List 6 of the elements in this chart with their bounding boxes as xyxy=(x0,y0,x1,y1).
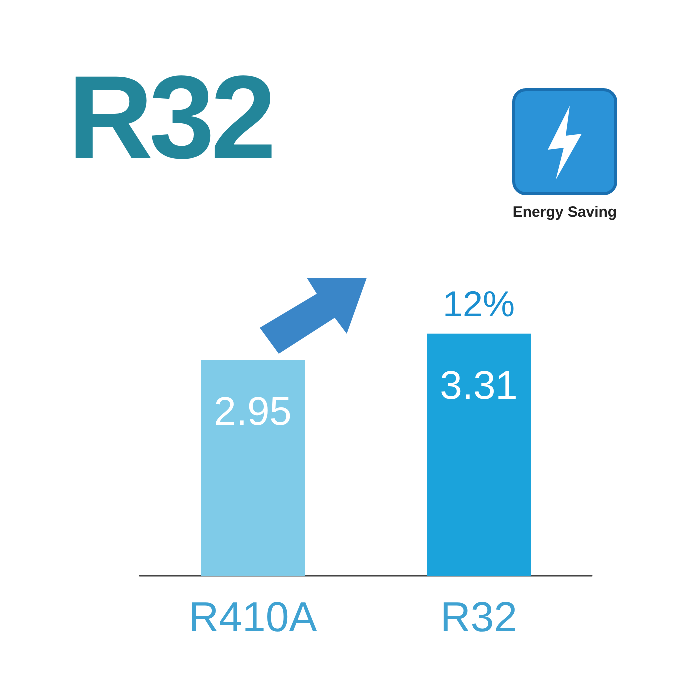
chart-title: R32 xyxy=(68,51,272,186)
x-tick-label: R410A xyxy=(188,594,318,640)
annotation: 12% xyxy=(442,283,516,324)
text: Energy Saving xyxy=(512,204,618,221)
data-label: 2.95 xyxy=(214,390,292,434)
data-label: 3.31 xyxy=(440,364,518,408)
